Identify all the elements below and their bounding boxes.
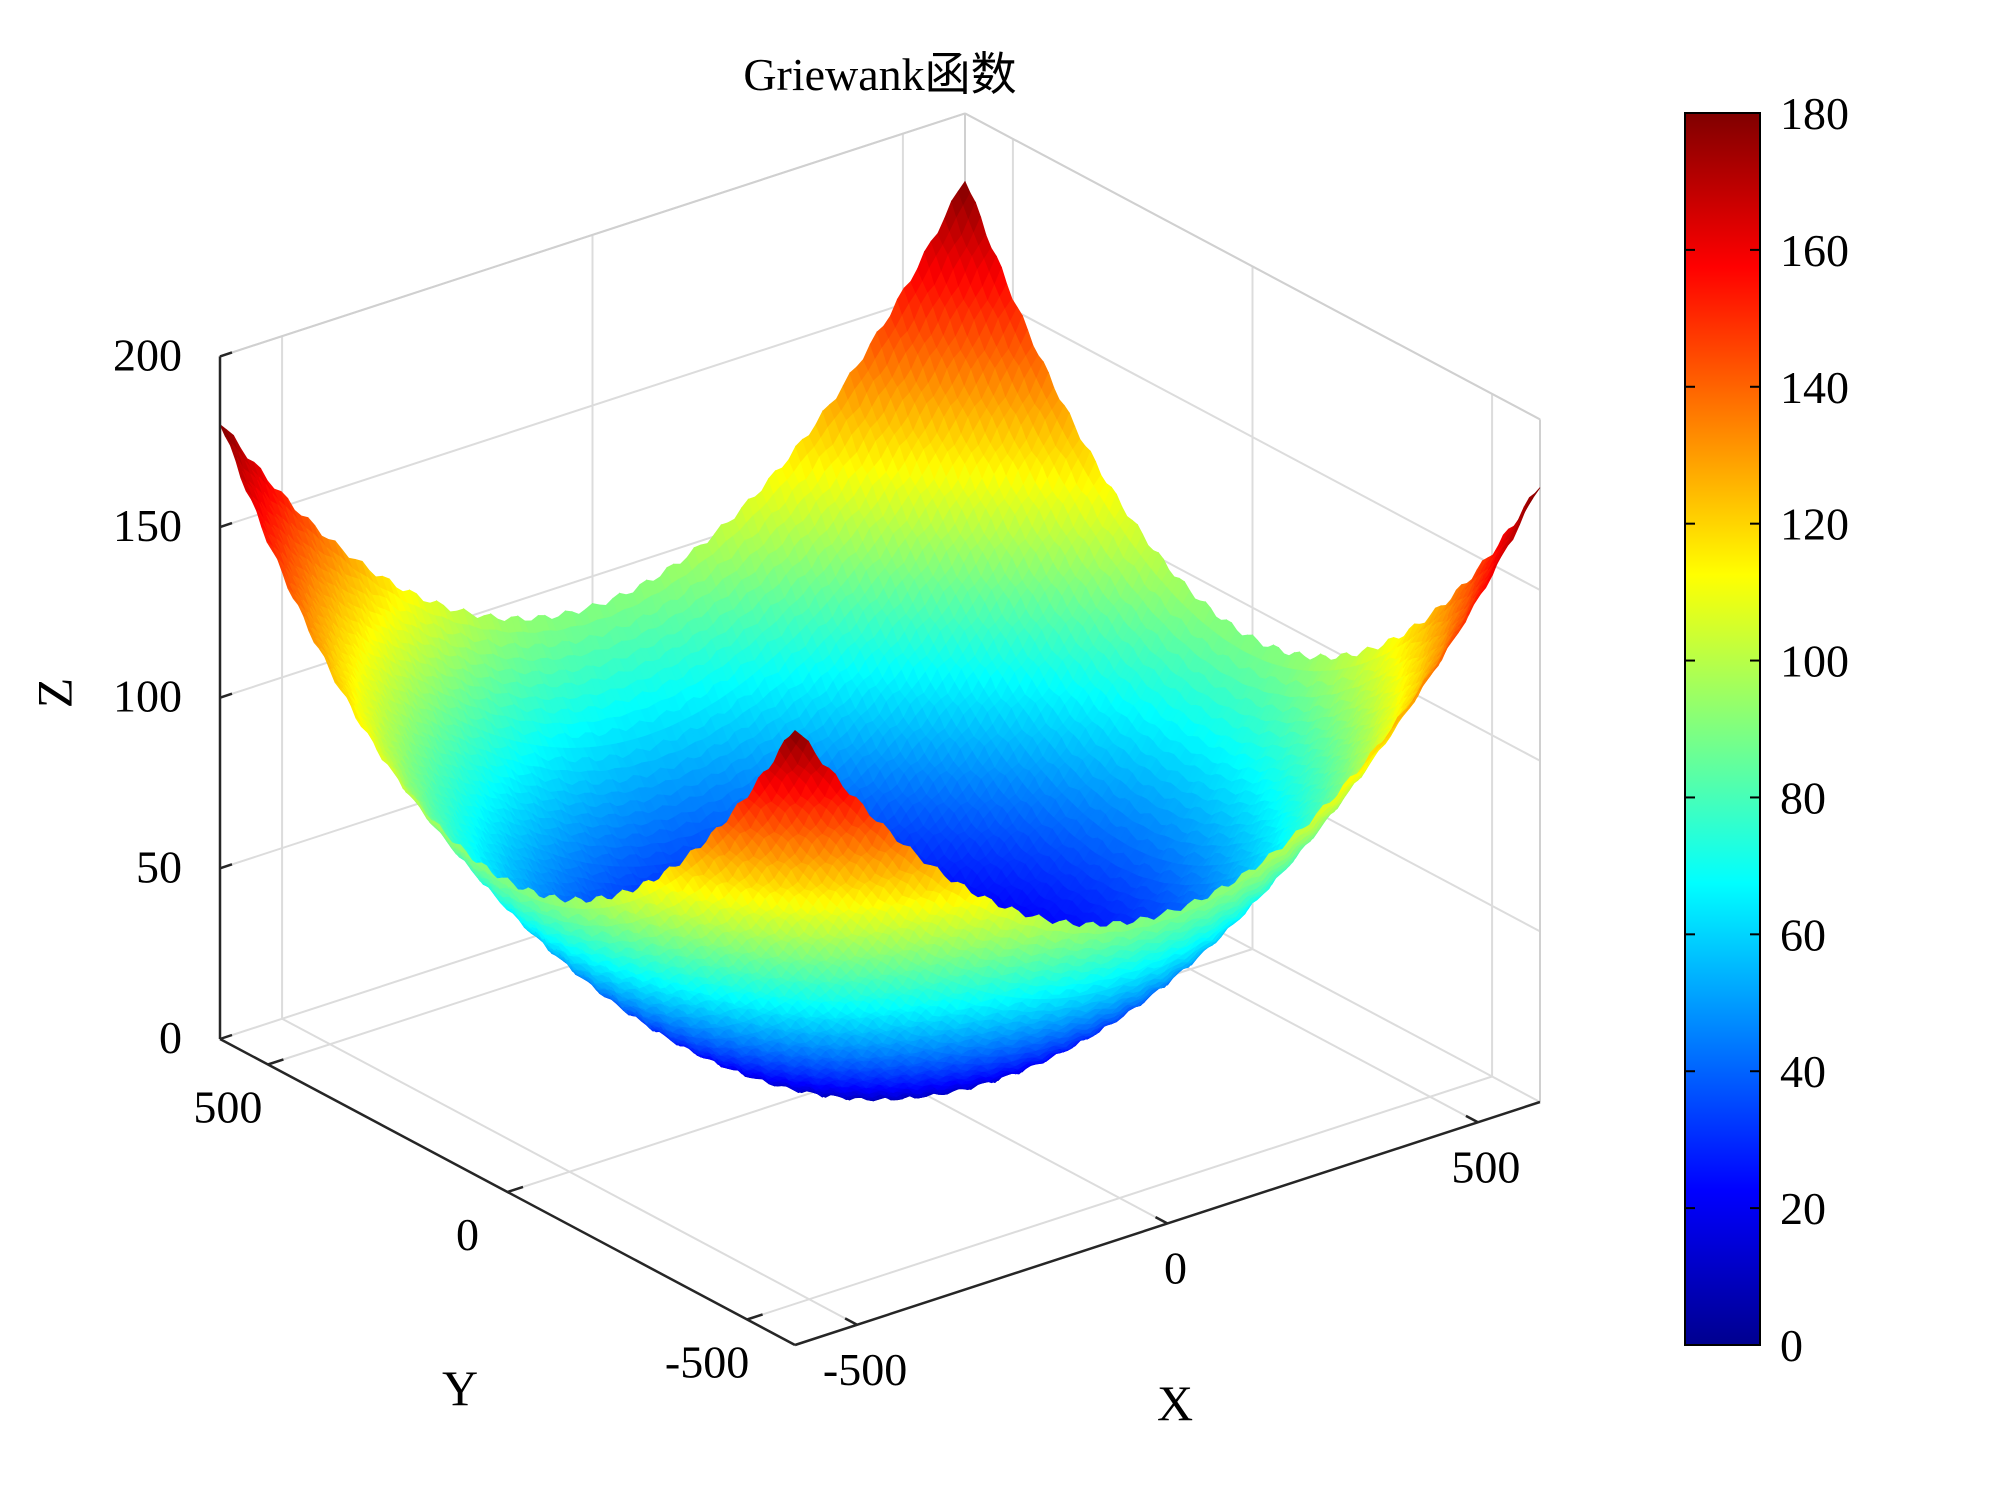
back-wall-gridline-z <box>219 283 966 529</box>
surface-plot <box>219 180 1541 1102</box>
floor-gridline-y <box>746 1075 1493 1321</box>
box-edge <box>964 112 1541 421</box>
side-wall-gridline-z <box>964 283 1541 591</box>
box-edge <box>219 112 966 358</box>
